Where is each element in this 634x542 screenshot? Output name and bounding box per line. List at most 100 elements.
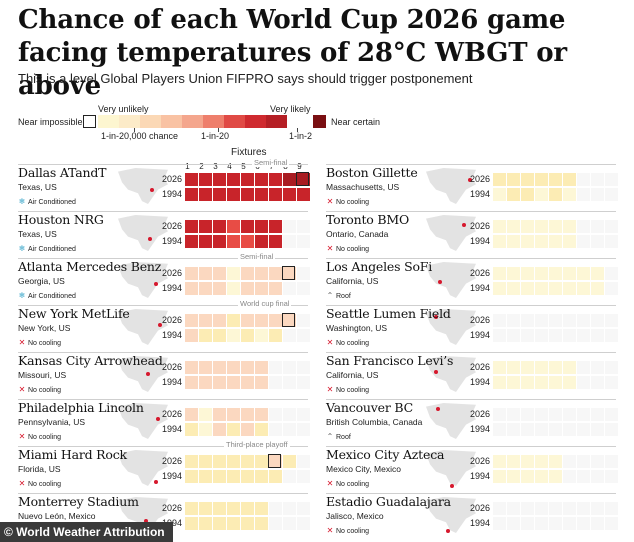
location-dot: [436, 407, 440, 411]
snowflake-icon: ❄: [18, 197, 26, 206]
year-label-1994: 1994: [469, 283, 490, 293]
roof-icon: ⌃: [326, 291, 334, 300]
heatmap-cell: [520, 516, 535, 531]
heatmap-cell: [198, 187, 213, 202]
heatmap-cell: [184, 219, 199, 234]
cooling-status: ⌃ Roof: [326, 432, 351, 441]
legend-very-likely-label: Very likely: [270, 104, 311, 114]
heatmap-cell: [520, 234, 535, 249]
heatmap-cell: [590, 469, 605, 484]
stadium-name: Houston NRG: [18, 212, 104, 227]
heatmap-cell: [520, 219, 535, 234]
heatmap-cell: [268, 360, 283, 375]
heatmap-cell: [226, 328, 241, 343]
heatmap-cell: [212, 375, 227, 390]
section-divider: [18, 258, 308, 259]
roof-icon: ⌃: [326, 432, 334, 441]
heatmap-cell: [492, 281, 507, 296]
location-dot: [462, 223, 466, 227]
heatmap-cell: [576, 172, 591, 187]
stadium-section: Estadio Guadalajara Jalisco, Mexico ✕ No co…: [326, 493, 619, 539]
section-divider: [326, 258, 616, 259]
stadium-name: Boston Gillette: [326, 165, 418, 180]
year-label-1994: 1994: [161, 330, 182, 340]
stadium-location: New York, US: [18, 323, 71, 333]
heatmap-cell: [492, 187, 507, 202]
legend-near-impossible-swatch: [83, 115, 96, 128]
cooling-status: ✕No cooling: [18, 479, 61, 488]
heatmap-cell: [212, 469, 227, 484]
heatmap-row-1994: [184, 375, 324, 390]
heatmap-cell: [534, 266, 549, 281]
heatmap-cell: [184, 501, 199, 516]
year-label-1994: 1994: [161, 377, 182, 387]
cooling-label: Air Conditioned: [28, 293, 76, 300]
heatmap-cell: [268, 407, 283, 422]
stadium-location: Massachusetts, US: [326, 182, 400, 192]
heatmap-cell: [548, 454, 563, 469]
heatmap-cell: [492, 454, 507, 469]
heatmap-cell: [282, 219, 297, 234]
heatmap-cell: [576, 375, 591, 390]
heatmap-cell: [226, 422, 241, 437]
heatmap-cell: [548, 516, 563, 531]
year-label-2026: 2026: [161, 409, 182, 419]
heatmap-grid: [184, 454, 324, 484]
heatmap-cell: [604, 407, 619, 422]
heatmap-cell: [296, 422, 311, 437]
heatmap-row-1994: [184, 516, 324, 531]
heatmap-cell: [590, 516, 605, 531]
stadium-name: Vancouver BC: [326, 400, 413, 415]
fixture-number: 1: [185, 162, 190, 171]
heatmap-cell: [534, 501, 549, 516]
heatmap-cell: [184, 454, 199, 469]
stadium-name: Miami Hard Rock: [18, 447, 127, 462]
chart-title: Chance of each World Cup 2026 game facin…: [18, 5, 567, 101]
location-dot: [468, 178, 472, 182]
heatmap-cell: [226, 313, 241, 328]
heatmap-cell: [212, 516, 227, 531]
heatmap-cell: [590, 360, 605, 375]
heatmap-cell: [534, 469, 549, 484]
heatmap-cell: [576, 281, 591, 296]
heatmap-cell: [492, 407, 507, 422]
heatmap-cell: [254, 422, 269, 437]
heatmap-row-2026: [184, 313, 324, 328]
heatmap-cell: [226, 187, 241, 202]
heatmap-cell: [212, 172, 227, 187]
heatmap-cell: [198, 266, 213, 281]
highlight-box: [268, 454, 281, 468]
heatmap-cell: [590, 375, 605, 390]
heatmap-cell: [492, 422, 507, 437]
year-label-1994: 1994: [469, 189, 490, 199]
heatmap-cell: [254, 313, 269, 328]
heatmap-cell: [548, 313, 563, 328]
legend-tick-label-1: 1-in-20,000 chance: [101, 131, 179, 141]
legend-very-unlikely-label: Very unlikely: [98, 104, 149, 114]
cooling-status: ❄ Air Conditioned: [18, 244, 76, 253]
section-divider: [326, 305, 616, 306]
location-dot: [446, 529, 450, 533]
stadium-section: Boston Gillette Massachusetts, US ✕ No cool…: [326, 164, 619, 210]
heatmap-cell: [506, 219, 521, 234]
heatmap-cell: [296, 266, 311, 281]
heatmap-cell: [604, 516, 619, 531]
heatmap-row-1994: [184, 234, 324, 249]
heatmap-cell: [562, 281, 577, 296]
heatmap-cell: [520, 422, 535, 437]
heatmap-cell: [548, 375, 563, 390]
heatmap-grid: [184, 360, 324, 390]
heatmap-row-2026: [492, 313, 632, 328]
heatmap-cell: [282, 454, 297, 469]
year-label-2026: 2026: [161, 315, 182, 325]
year-label-2026: 2026: [469, 268, 490, 278]
heatmap-cell: [184, 234, 199, 249]
heatmap-cell: [562, 454, 577, 469]
heatmap-cell: [268, 234, 283, 249]
heatmap-cell: [534, 407, 549, 422]
highlight-box: [282, 313, 295, 327]
section-divider: [326, 399, 616, 400]
heatmap-cell: [254, 469, 269, 484]
year-label-1994: 1994: [469, 424, 490, 434]
heatmap-row-2026: [492, 172, 632, 187]
